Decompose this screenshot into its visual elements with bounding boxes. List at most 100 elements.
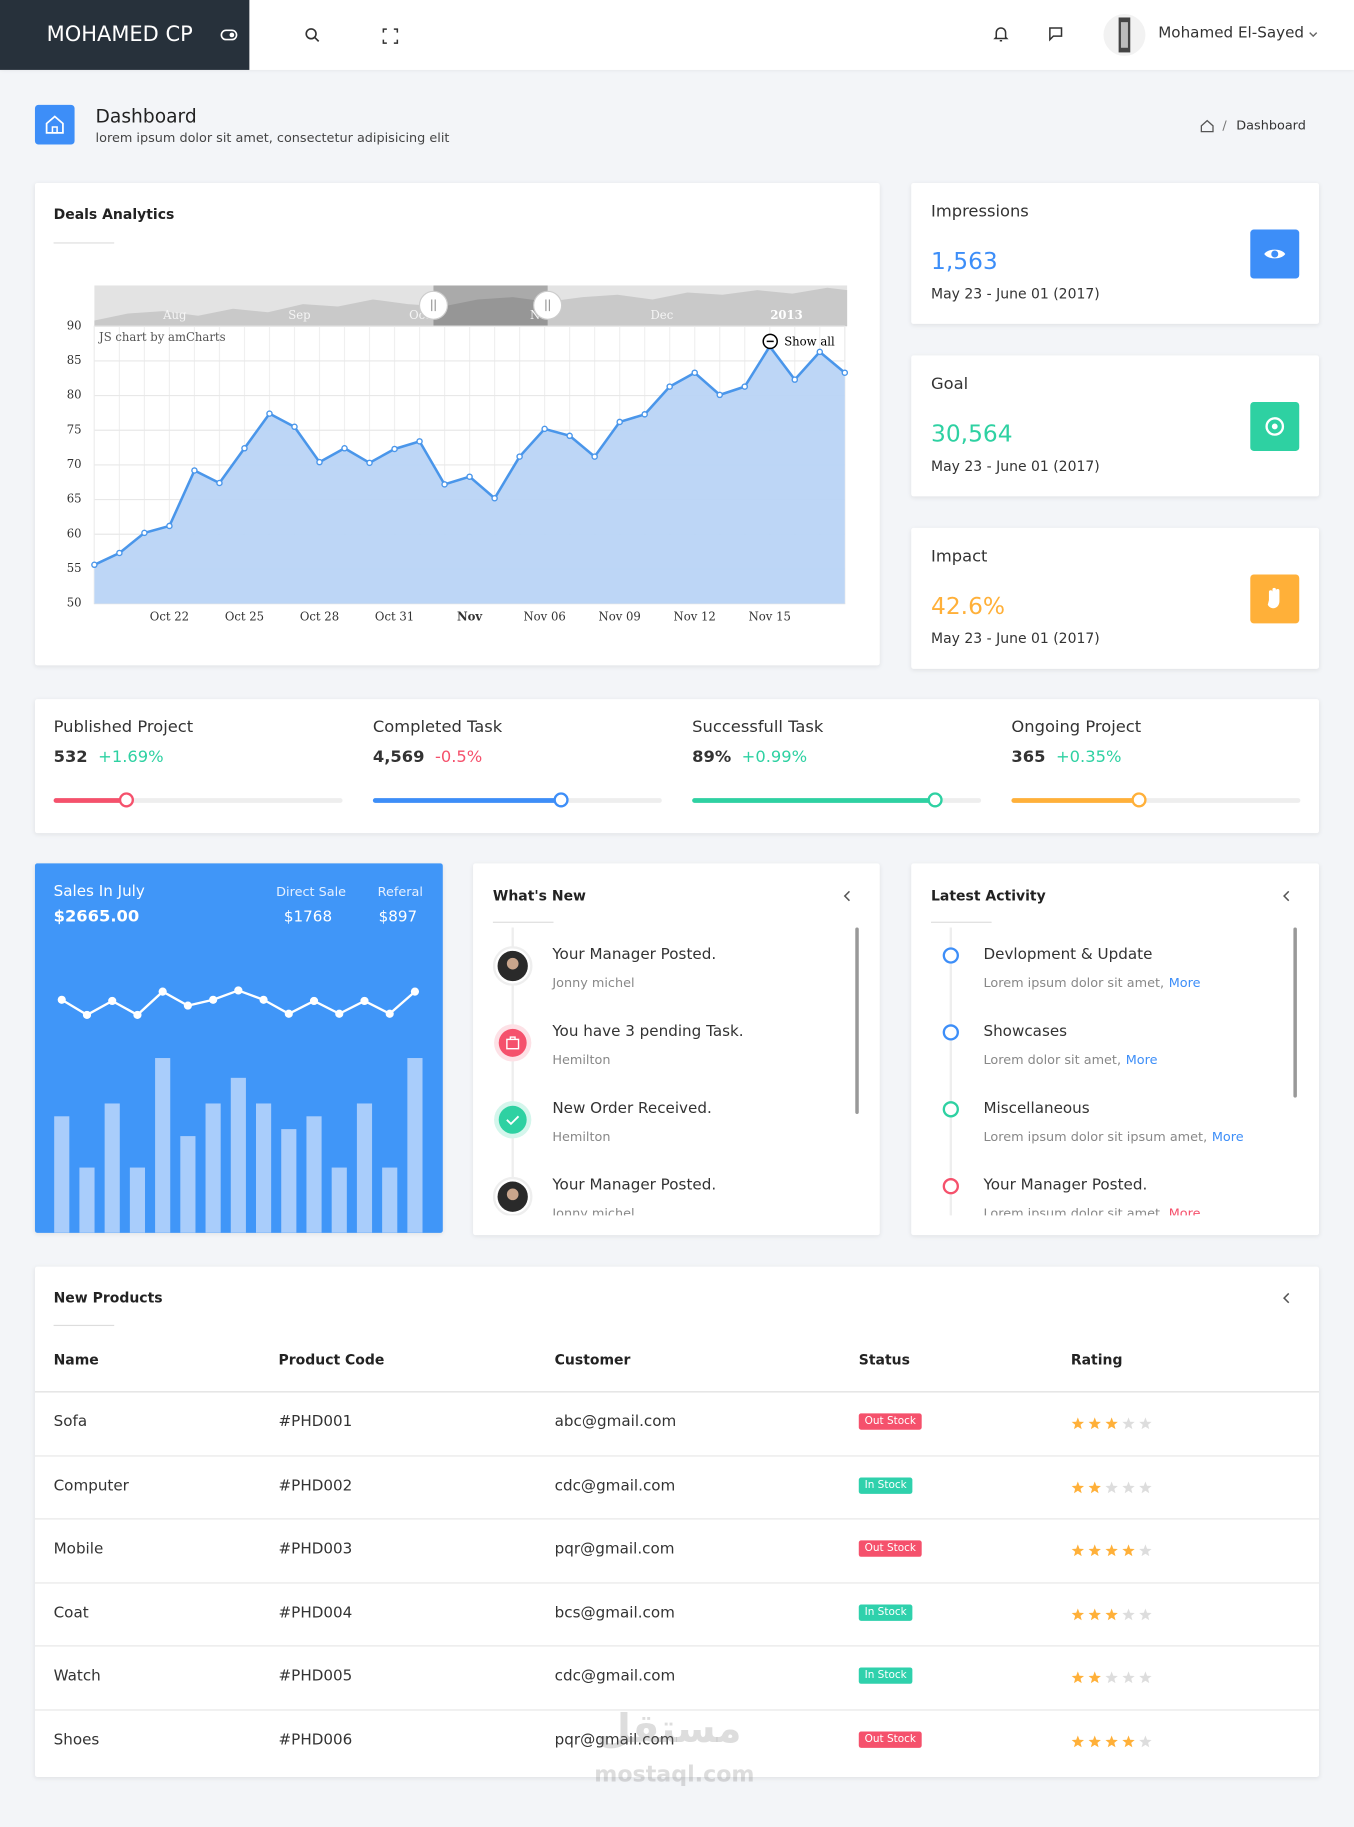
point [166,522,173,530]
progress-knob[interactable] [118,792,135,808]
cell: bcs@gmail.com [554,1604,675,1622]
sales-point [158,987,167,996]
y-tick-label: 65 [67,492,82,506]
sales-bar [54,1116,70,1233]
avatar[interactable] [1102,13,1146,57]
feed: Devlopment & Update Lorem ipsum dolor sit… [911,927,1319,1216]
x-tick-label: Oct 25 [225,610,264,624]
home-icon[interactable] [1200,119,1214,133]
activity-link[interactable]: More [1168,975,1201,991]
y-tick-label: 90 [67,318,82,332]
star [1139,1417,1152,1430]
activity-link[interactable]: More [1211,1129,1244,1145]
scrollbar[interactable] [855,927,859,1114]
activity-title[interactable]: Miscellaneous [983,1099,1090,1118]
star [1071,1481,1085,1493]
stat-label: Goal [931,375,969,394]
watermark-arabic: مستقل [596,1705,742,1753]
point [116,549,123,557]
point [241,445,248,452]
sales-point [108,996,117,1006]
scrollbar[interactable] [1293,927,1297,1098]
collapse-icon[interactable] [1282,1292,1291,1304]
sales-bar [306,1116,322,1233]
feed: Your Manager Posted. Jonny michel You ha… [473,927,880,1216]
sales-bar [331,1167,347,1233]
activity-link[interactable]: More [1168,1206,1201,1216]
search-icon[interactable] [304,27,320,43]
star [1122,1544,1135,1557]
stat-value: 30,564 [931,419,1013,448]
user-name[interactable]: Mohamed El-Sayed [1158,24,1305,42]
progress-bar [692,798,935,803]
collapse-icon[interactable] [842,890,851,902]
activity-text: Lorem ipsum dolor sit ipsum amet, [983,1129,1208,1145]
chat-icon[interactable] [1048,26,1064,42]
sales-point [309,996,319,1006]
fullscreen-icon[interactable] [382,28,399,44]
zoom-out[interactable]: Show all [784,335,835,349]
activity-title[interactable]: Showcases [983,1023,1068,1041]
breadcrumb[interactable]: Dashboard [1236,117,1306,133]
star [1088,1671,1101,1684]
progress-knob[interactable] [1131,792,1147,808]
star [1071,1544,1085,1557]
item-subtitle: Jonny michel [552,1206,635,1216]
point [516,453,523,460]
item-title[interactable]: Your Manager Posted. [552,1176,717,1195]
point [91,561,98,569]
chevron[interactable] [1309,30,1318,39]
sales-card: Sales In July $2665.00 Direct Sale $1768… [34,863,443,1233]
star [1122,1735,1135,1748]
activity-dot [942,1024,959,1041]
star [1105,1417,1118,1430]
cell: #PHD003 [278,1540,353,1559]
x-tick-label: Nov [457,610,483,624]
x-tick-label: Nov 12 [674,610,716,624]
column-header: Rating [1070,1351,1123,1368]
progress-bar [53,798,126,803]
star [1071,1671,1085,1684]
rating [1071,1542,1164,1558]
progress-knob[interactable] [553,792,569,808]
rating [1071,1605,1164,1621]
scrollbar-handle[interactable] [533,290,563,320]
collapse-icon[interactable] [1282,890,1291,902]
point [616,418,623,426]
x-tick-label: Nov 15 [749,610,791,624]
direct-sale-label: Direct Sale [276,884,347,900]
point [566,432,573,440]
activity-link[interactable]: More [1125,1052,1158,1068]
card-title: Latest Activity [931,887,1046,905]
y-tick-label: 60 [67,526,82,540]
scrollbar-selection[interactable] [433,285,548,327]
y-tick-label: 50 [67,596,82,610]
card-title: Deals Analytics [53,206,175,223]
star [1071,1735,1085,1748]
scrollbar-label: Dec [650,308,673,322]
icon-glyph [1265,417,1285,436]
bell-icon[interactable] [993,24,1009,43]
cell: #PHD005 [278,1667,353,1686]
progress-change: +0.99% [741,748,808,767]
sales-point [284,1009,293,1018]
item-title[interactable]: New Order Received. [552,1099,712,1118]
star [1105,1671,1118,1684]
row-rule [34,1709,1320,1711]
item-title[interactable]: Your Manager Posted. [552,946,717,964]
stat-value: 1,563 [931,247,998,275]
activity-title[interactable]: Your Manager Posted. [983,1176,1148,1195]
star [1139,1481,1152,1493]
item-title[interactable]: You have 3 pending Task. [552,1023,744,1041]
column-header: Name [53,1351,99,1368]
progress-knob[interactable] [927,792,944,808]
scrollbar-handle[interactable] [418,290,449,320]
avatar [492,946,533,986]
stat-value: 42.6% [931,591,1006,620]
activity-dot [942,947,959,964]
progress-card: Published Project 532 +1.69% Completed Task… [34,699,1320,834]
progress-bar [372,798,561,803]
activity-title[interactable]: Devlopment & Update [983,946,1153,964]
toggle-icon[interactable] [220,28,239,42]
